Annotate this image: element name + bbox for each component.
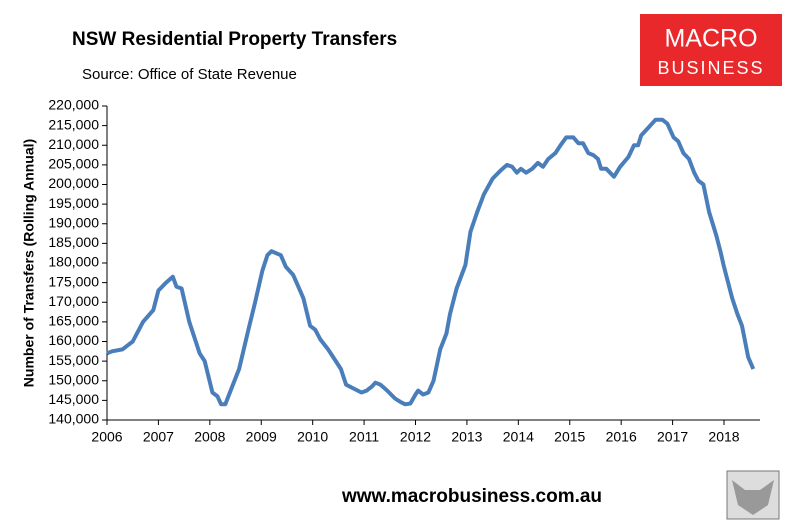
y-tick-label: 140,000 xyxy=(48,411,99,427)
y-tick-label: 220,000 xyxy=(48,97,99,113)
x-tick-label: 2018 xyxy=(708,429,739,445)
y-tick-label: 150,000 xyxy=(48,371,99,387)
x-tick-label: 2006 xyxy=(91,429,122,445)
x-tick-label: 2008 xyxy=(194,429,225,445)
x-tick-label: 2007 xyxy=(143,429,174,445)
fox-icon-shape xyxy=(732,480,774,515)
x-tick-label: 2015 xyxy=(554,429,585,445)
x-tick-label: 2013 xyxy=(451,429,482,445)
x-tick-label: 2010 xyxy=(297,429,328,445)
x-tick-label: 2014 xyxy=(503,429,534,445)
y-tick-label: 185,000 xyxy=(48,234,99,250)
y-axis-label: Number of Transfers (Rolling Annual) xyxy=(21,139,37,387)
x-tick-label: 2016 xyxy=(606,429,637,445)
chart-subtitle: Source: Office of State Revenue xyxy=(82,66,297,83)
x-tick-label: 2017 xyxy=(657,429,688,445)
y-tick-label: 210,000 xyxy=(48,136,99,152)
y-tick-label: 200,000 xyxy=(48,175,99,191)
y-tick-label: 155,000 xyxy=(48,352,99,368)
data-line xyxy=(106,117,756,407)
x-tick-label: 2012 xyxy=(400,429,431,445)
y-tick-label: 195,000 xyxy=(48,195,99,211)
y-tick-label: 205,000 xyxy=(48,156,99,172)
footer-url: www.macrobusiness.com.au xyxy=(341,486,602,507)
y-tick-label: 180,000 xyxy=(48,254,99,270)
y-tick-label: 190,000 xyxy=(48,214,99,230)
chart-title: NSW Residential Property Transfers xyxy=(72,29,397,50)
y-tick-label: 170,000 xyxy=(48,293,99,309)
x-tick-label: 2009 xyxy=(246,429,277,445)
y-tick-label: 165,000 xyxy=(48,313,99,329)
y-tick-label: 145,000 xyxy=(48,391,99,407)
logo-text: BUSINESS xyxy=(657,58,764,78)
y-tick-label: 175,000 xyxy=(48,273,99,289)
y-tick-label: 215,000 xyxy=(48,116,99,132)
y-tick-label: 160,000 xyxy=(48,332,99,348)
logo-box xyxy=(640,14,782,86)
x-tick-label: 2011 xyxy=(349,429,379,445)
logo-text: MACRO xyxy=(664,25,757,53)
